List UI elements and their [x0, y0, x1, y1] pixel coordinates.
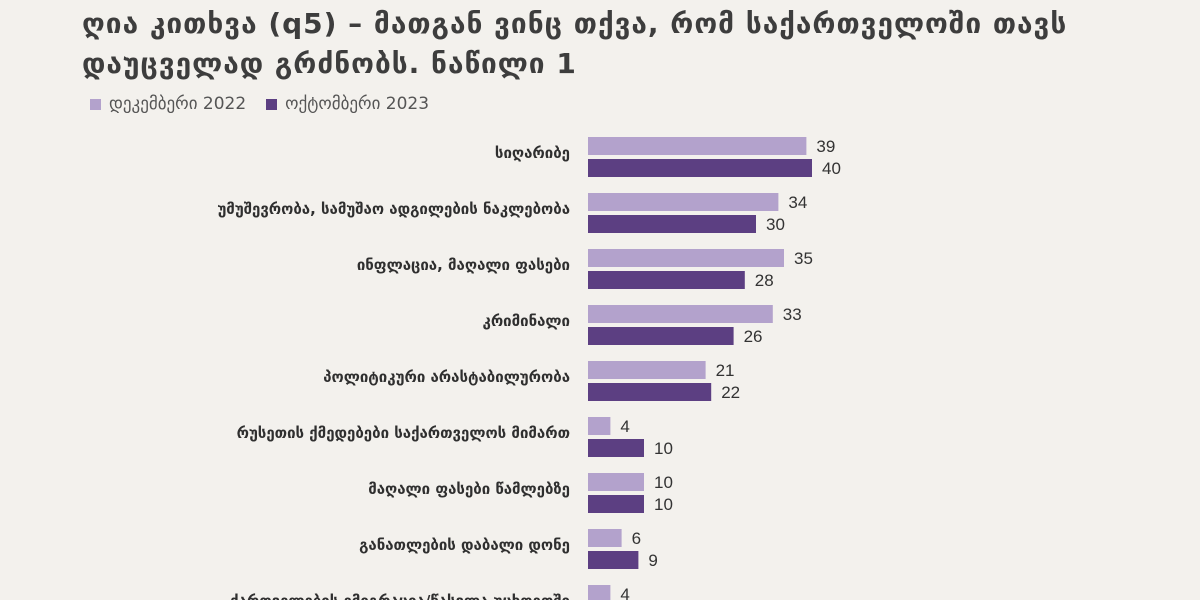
value-label-2022: 21 — [716, 361, 735, 380]
bar-2022 — [588, 193, 779, 211]
legend-label-2023: ოქტომბერი 2023 — [285, 94, 430, 114]
value-label-2023: 10 — [654, 439, 673, 458]
legend-label-2022: დეკემბერი 2022 — [109, 94, 247, 114]
bar-2022 — [588, 585, 611, 600]
value-label-2023: 9 — [648, 551, 657, 570]
category-label: ქართველების ემიგრაცია/წასვლა უცხოეთში — [230, 592, 570, 600]
value-label-2022: 10 — [654, 473, 673, 492]
category-label: მაღალი ფასები წამლებზე — [368, 480, 570, 498]
category-label: კრიმინალი — [482, 312, 570, 330]
bar-2022 — [588, 305, 773, 323]
bar-2023 — [588, 215, 756, 233]
value-label-2022: 35 — [794, 249, 813, 268]
legend-swatch-2022 — [90, 98, 101, 110]
value-label-2023: 26 — [744, 327, 763, 346]
bar-2023 — [588, 327, 734, 345]
bar-2023 — [588, 439, 644, 457]
legend-swatch-2023 — [266, 98, 278, 110]
category-label: ინფლაცია, მაღალი ფასები — [357, 256, 570, 274]
category-label: პოლიტიკური არასტაბილურობა — [323, 368, 570, 386]
category-label: უმუშევრობა, სამუშაო ადგილების ნაკლებობა — [217, 200, 570, 218]
bar-2023 — [588, 383, 712, 401]
chart-title-line-1: ღია კითხვა (q5) – მათგან ვინც თქვა, რომ … — [82, 7, 1068, 40]
value-label-2022: 39 — [816, 137, 835, 156]
value-label-2022: 33 — [783, 305, 802, 324]
bar-2023 — [588, 495, 644, 513]
value-label-2023: 30 — [766, 215, 785, 234]
value-label-2022: 4 — [620, 417, 629, 436]
chart-legend: დეკემბერი 2022 ოქტომბერი 2023 — [90, 94, 429, 114]
value-label-2023: 40 — [822, 159, 841, 178]
category-label: სიღარიბე — [495, 144, 570, 162]
chart-title-line-2: დაუცველად გრძნობს. ნაწილი 1 — [82, 47, 577, 80]
bar-2023 — [588, 271, 745, 289]
value-label-2022: 6 — [632, 529, 641, 548]
bar-2022 — [588, 137, 807, 155]
value-label-2022: 4 — [620, 585, 629, 600]
category-label: რუსეთის ქმედებები საქართველოს მიმართ — [237, 424, 570, 442]
value-label-2023: 28 — [755, 271, 774, 290]
legend-item-2023: ოქტომბერი 2023 — [266, 94, 429, 114]
chart-title: ღია კითხვა (q5) – მათგან ვინც თქვა, რომ … — [82, 4, 1162, 84]
bar-2022 — [588, 361, 706, 379]
category-label: განათლების დაბალი დონე — [359, 536, 570, 554]
bar-2023 — [588, 551, 639, 569]
bar-2022 — [588, 473, 644, 491]
bar-2022 — [588, 417, 611, 435]
value-label-2023: 10 — [654, 495, 673, 514]
bar-2022 — [588, 529, 622, 547]
bar-2023 — [588, 159, 812, 177]
value-label-2023: 22 — [721, 383, 740, 402]
bar-2022 — [588, 249, 784, 267]
legend-item-2022: დეკემბერი 2022 — [90, 94, 246, 114]
value-label-2022: 34 — [788, 193, 807, 212]
